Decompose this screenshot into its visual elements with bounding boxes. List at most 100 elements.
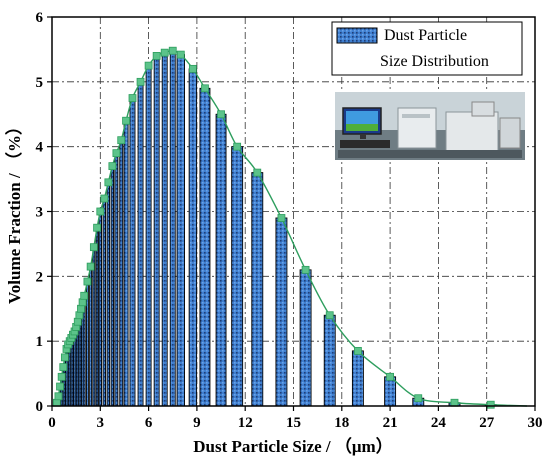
lab-instrument-photo [335, 92, 525, 160]
marker [136, 77, 145, 86]
legend-swatch [336, 27, 378, 44]
marker [277, 214, 286, 222]
marker [176, 50, 185, 59]
y-axis-ticks: 0 1 2 3 4 5 6 [36, 10, 52, 415]
marker [77, 304, 85, 313]
x-tick-label: 15 [286, 415, 301, 431]
legend-label: Dust Particle [384, 27, 467, 44]
marker [54, 392, 63, 401]
x-tick-label: 9 [193, 415, 201, 431]
y-tick-label: 6 [36, 10, 44, 26]
marker [112, 149, 121, 158]
y-tick-label: 4 [36, 140, 44, 156]
bar [123, 120, 129, 407]
x-axis-title: Dust Particle Size / （μm） [193, 436, 392, 456]
x-tick-label: 6 [145, 415, 153, 431]
legend-label-line2: Size Distribution [380, 53, 489, 70]
marker [52, 398, 61, 407]
marker [253, 168, 262, 177]
bar [215, 113, 227, 407]
x-tick-label: 30 [528, 415, 543, 431]
marker [108, 162, 117, 171]
x-tick-label: 3 [97, 415, 105, 431]
marker [450, 398, 459, 407]
bar [137, 81, 144, 407]
marker [188, 64, 197, 73]
x-tick-label: 24 [431, 415, 447, 431]
y-tick-label: 1 [36, 334, 44, 350]
bar [251, 172, 264, 407]
marker [80, 291, 89, 300]
marker [73, 317, 82, 326]
marker [217, 110, 225, 119]
marker [152, 52, 161, 60]
marker [89, 243, 98, 252]
y-tick-label: 5 [36, 75, 44, 91]
marker [83, 277, 92, 286]
bar [231, 146, 244, 407]
bar [110, 165, 115, 407]
bar [299, 269, 312, 407]
bar [169, 50, 176, 407]
x-tick-label: 18 [334, 415, 349, 431]
bar [351, 350, 364, 407]
marker [301, 265, 310, 274]
bar [275, 217, 288, 407]
marker [78, 298, 87, 307]
bars-group [55, 50, 497, 407]
marker [93, 223, 101, 232]
marker [201, 84, 209, 93]
marker [414, 394, 423, 403]
marker [100, 194, 109, 203]
marker [386, 372, 395, 381]
x-tick-label: 0 [48, 415, 56, 431]
x-tick-label: 12 [238, 415, 253, 431]
marker [325, 311, 334, 320]
analyzer [445, 111, 499, 153]
bar [119, 139, 124, 407]
marker [144, 61, 153, 70]
marker [353, 346, 362, 355]
bar [384, 376, 397, 407]
bar [114, 152, 119, 407]
bar [106, 181, 111, 407]
bar [199, 87, 211, 407]
x-tick-label: 27 [479, 415, 495, 431]
bar [95, 227, 99, 407]
y-axis-title: Volume Fraction / （%） [4, 118, 24, 304]
markers-group [52, 46, 495, 409]
marker [96, 207, 105, 216]
marker [233, 142, 242, 151]
marker [75, 311, 84, 320]
x-axis-ticks: 0 3 6 9 12 15 18 21 24 27 30 [48, 406, 543, 431]
bar [92, 246, 96, 407]
marker [122, 116, 130, 125]
marker [56, 382, 64, 391]
marker [117, 136, 126, 145]
bar [85, 281, 89, 407]
bar [176, 54, 185, 407]
marker [86, 262, 95, 271]
bar [129, 97, 136, 407]
bar [323, 314, 336, 407]
bar [102, 198, 107, 407]
x-tick-label: 21 [383, 415, 398, 431]
marker [59, 363, 68, 372]
marker [486, 400, 495, 409]
y-tick-label: 2 [36, 269, 44, 285]
y-tick-label: 3 [36, 205, 44, 221]
bar [89, 266, 93, 407]
bar [188, 68, 198, 407]
bar [153, 55, 160, 407]
bar [145, 65, 152, 407]
marker [168, 46, 177, 55]
marker [60, 353, 69, 362]
marker [160, 48, 169, 57]
bar [98, 211, 102, 407]
legend: Dust Particle Size Distribution [331, 21, 523, 76]
y-tick-label: 0 [36, 399, 44, 415]
marker [57, 372, 66, 381]
marker [104, 178, 113, 187]
marker [128, 94, 137, 102]
